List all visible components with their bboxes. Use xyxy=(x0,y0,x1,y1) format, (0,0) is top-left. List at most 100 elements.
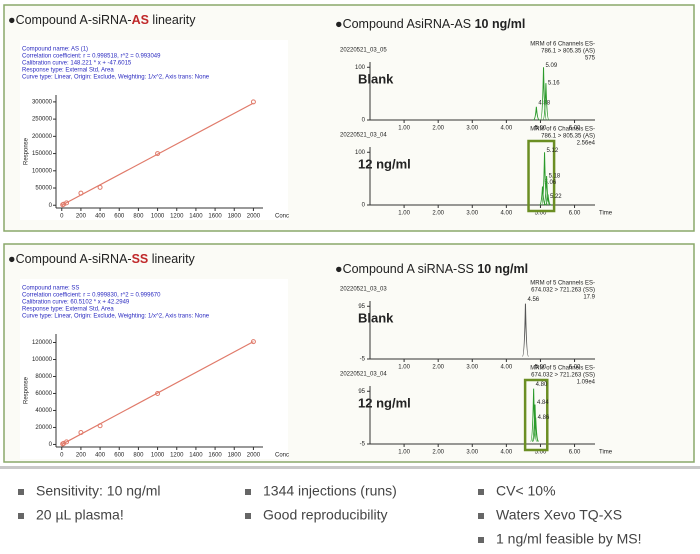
peak xyxy=(544,194,552,206)
trace-info: MRM of 6 Channels ES- xyxy=(530,127,595,133)
x-tick-label: 800 xyxy=(133,214,144,220)
y-tick-label: 120000 xyxy=(32,340,53,346)
peak-label: 4.86 xyxy=(538,415,550,421)
y-axis-label: Response xyxy=(24,137,30,165)
y-tick-label: 0 xyxy=(49,442,53,448)
data-point xyxy=(155,151,161,157)
y-tick-label: 95 xyxy=(358,304,365,310)
y-tick-label: 100000 xyxy=(32,357,53,363)
x-tick-label: 1.00 xyxy=(398,211,410,217)
sample-name: 20220521_03_04 xyxy=(340,133,387,139)
y-tick-label: 250000 xyxy=(32,117,53,123)
y-tick-label: 40000 xyxy=(35,408,52,414)
sample-name: 20220521_03_05 xyxy=(340,48,387,54)
y-tick-label: 50000 xyxy=(35,186,52,192)
x-tick-label: 1000 xyxy=(151,453,165,459)
x-axis-label: Conc xyxy=(275,453,289,459)
fit-line xyxy=(61,341,254,445)
bullet-marker xyxy=(18,489,24,495)
data-point xyxy=(64,200,70,206)
y-tick-label: 0 xyxy=(362,203,366,209)
x-tick-label: 1000 xyxy=(151,214,165,220)
trace-info: 575 xyxy=(585,56,596,62)
trace-info: MRM of 5 Channels ES- xyxy=(530,281,595,287)
title-part: Compound A-siRNA- xyxy=(16,13,132,27)
peak xyxy=(530,388,538,442)
trace-info: MRM of 6 Channels ES- xyxy=(530,42,595,48)
data-point xyxy=(64,439,70,445)
trace-info: 2.56e4 xyxy=(577,141,596,147)
x-tick-label: 6.00 xyxy=(569,211,581,217)
x-axis-label: Time xyxy=(599,211,613,217)
x-tick-label: 5.00 xyxy=(535,365,547,371)
x-tick-label: 2000 xyxy=(247,214,261,220)
title-part: Compound A-siRNA- xyxy=(16,252,132,266)
x-axis-label: Time xyxy=(599,450,613,456)
title-part: Compound AsiRNA-AS xyxy=(343,17,475,31)
bullet-marker xyxy=(245,513,251,519)
x-tick-label: 2000 xyxy=(247,453,261,459)
sample-name: 20220521_03_04 xyxy=(340,372,387,378)
x-tick-label: 200 xyxy=(76,214,87,220)
title-part: linearity xyxy=(148,252,195,266)
y-tick-label: 0 xyxy=(49,203,53,209)
x-tick-label: 2.00 xyxy=(432,450,444,456)
trace-info: 674.032 > 721.263 (SS) xyxy=(531,373,595,379)
plot-area xyxy=(20,40,288,220)
data-point xyxy=(250,339,256,345)
bullet-text: 20 µL plasma! xyxy=(36,507,124,523)
x-tick-label: 200 xyxy=(76,453,87,459)
x-tick-label: 1.00 xyxy=(398,126,410,132)
panel-title: ●Compound AsiRNA-AS 10 ng/ml xyxy=(335,17,525,31)
x-tick-label: 6.00 xyxy=(569,126,581,132)
x-tick-label: 4.00 xyxy=(501,450,513,456)
peak-label: 4.56 xyxy=(527,297,539,303)
y-tick-label: 0 xyxy=(362,118,366,124)
y-tick-label: 95 xyxy=(358,389,365,395)
bullet-marker xyxy=(18,513,24,519)
trace-label: 12 ng/ml xyxy=(358,395,411,410)
peak-label: 5.16 xyxy=(548,81,560,87)
x-tick-label: 6.00 xyxy=(569,450,581,456)
peak xyxy=(540,67,548,121)
trace-info: 1.09e4 xyxy=(577,380,596,386)
peak-label: 4.80 xyxy=(536,382,548,388)
divider xyxy=(0,466,700,469)
y-tick-label: 100 xyxy=(355,150,366,156)
bullet-text: Sensitivity: 10 ng/ml xyxy=(36,483,161,499)
curve-info: Calibration curve: 60.5102 * x + 42.2949 xyxy=(22,300,130,306)
peak-label: 5.12 xyxy=(547,148,559,154)
y-tick-label: 20000 xyxy=(35,425,52,431)
panel-title: ●Compound A-siRNA-AS linearity xyxy=(8,13,196,27)
x-tick-label: 1200 xyxy=(170,453,184,459)
x-tick-label: 6.00 xyxy=(569,365,581,371)
trace-info: 786.1 > 805.35 (AS) xyxy=(541,134,595,140)
panel-title: ●Compound A siRNA-SS 10 ng/ml xyxy=(335,262,528,276)
peak-label: 5.09 xyxy=(546,63,558,69)
title-part: 10 ng/ml xyxy=(477,262,528,276)
data-point xyxy=(155,390,161,396)
trace-label: Blank xyxy=(358,71,394,86)
title-part: linearity xyxy=(149,13,196,27)
y-tick-label: -5 xyxy=(360,442,366,448)
panel-title: ●Compound A-siRNA-SS linearity xyxy=(8,252,196,266)
bullet-text: 1 ng/ml feasible by MS! xyxy=(496,531,642,547)
x-tick-label: 1200 xyxy=(170,214,184,220)
curve-info: Response type: External Std, Area xyxy=(22,68,114,74)
peak xyxy=(531,404,539,442)
trace-info: 674.032 > 721.263 (SS) xyxy=(531,288,595,294)
trace-info: MRM of 5 Channels ES- xyxy=(530,366,595,372)
curve-info: Curve type: Linear, Origin: Exclude, Wei… xyxy=(22,75,210,81)
x-tick-label: 3.00 xyxy=(466,365,478,371)
x-tick-label: 1600 xyxy=(208,214,222,220)
title-part: Compound A siRNA-SS xyxy=(343,262,478,276)
peak-label: 4.84 xyxy=(537,400,549,406)
peak xyxy=(542,83,550,121)
y-tick-label: 100 xyxy=(355,65,366,71)
peak xyxy=(543,175,551,206)
x-tick-label: 1400 xyxy=(189,453,203,459)
x-tick-label: 3.00 xyxy=(466,211,478,217)
x-tick-label: 5.00 xyxy=(535,126,547,132)
x-tick-label: 0 xyxy=(60,214,64,220)
